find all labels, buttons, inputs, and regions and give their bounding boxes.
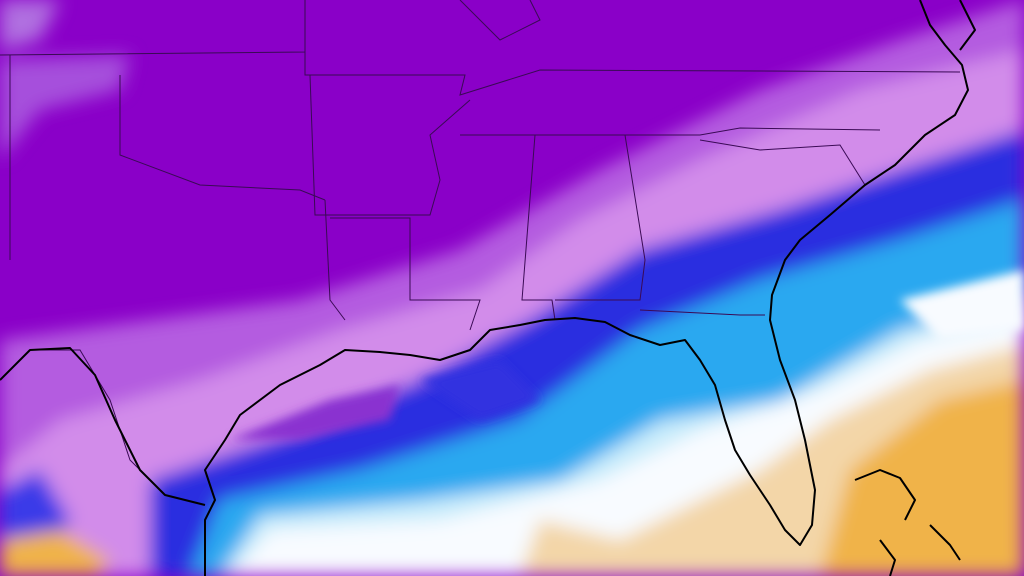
- coastlines: [0, 0, 976, 576]
- color-detail: [230, 270, 1024, 440]
- state-borders: [0, 0, 961, 496]
